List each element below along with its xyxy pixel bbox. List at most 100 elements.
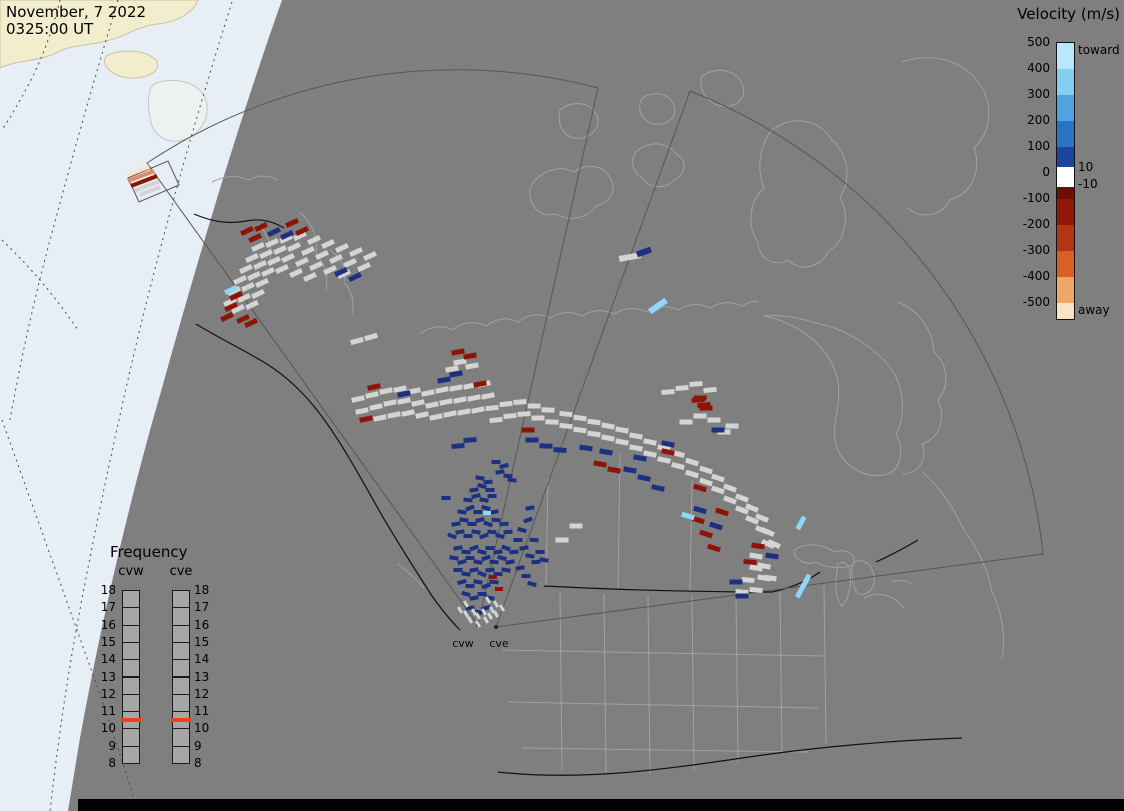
velocity-tick-label: -300: [1022, 243, 1050, 257]
frequency-cell: [122, 659, 140, 678]
fov-edge: [689, 90, 1044, 555]
frequency-tick-label-left: 18: [100, 583, 116, 597]
velocity-legend-title: Velocity (m/s): [1017, 5, 1120, 23]
graticule-line: [1, 0, 61, 131]
day-ocean: [0, 0, 282, 811]
frequency-tick-label-right: 17: [194, 600, 210, 615]
coastline-path: [397, 563, 425, 589]
borders-black: [193, 213, 963, 776]
velocity-colorbar-block: [1057, 251, 1074, 277]
coastline-path: [617, 453, 621, 589]
coastline-path: [901, 57, 990, 216]
border-path: [497, 737, 963, 776]
graticule-dotted: [1, 0, 233, 811]
frequency-tick-label-right: 14: [194, 652, 210, 667]
frequency-marker: [171, 717, 191, 722]
frequency-cell: [172, 624, 190, 643]
frequency-cell: [172, 607, 190, 626]
radar-echoes: [126, 164, 812, 628]
frequency-column-label-cvw: cvw: [118, 564, 144, 579]
coastline-path: [793, 544, 855, 569]
velocity-tick-label: 500: [1027, 35, 1050, 49]
frequency-tick-label-left: 14: [100, 652, 116, 667]
velocity-tick-label: 400: [1027, 61, 1050, 75]
coastline-path: [835, 561, 851, 607]
coastline-path: [632, 143, 685, 187]
velocity-colorbar-block: [1057, 199, 1074, 225]
coastline-path: [299, 211, 328, 291]
coastline-path: [647, 595, 651, 775]
velocity-side-label: -10: [1078, 177, 1098, 191]
frequency-tick-label-right: 9: [194, 738, 202, 753]
coastline-path: [897, 301, 947, 475]
frequency-cell: [172, 641, 190, 661]
radar-site-cve-dot: [494, 625, 498, 629]
frequency-tick-label-left: 9: [108, 738, 116, 753]
frequency-tick-label-right: 12: [194, 686, 210, 701]
frequency-cell: [172, 676, 190, 695]
frequency-tick-label-right: 18: [194, 583, 210, 597]
coastline-path: [851, 560, 875, 595]
frequency-cell: [122, 607, 140, 626]
coastline-path: [735, 593, 739, 763]
graticule-line: [49, 1, 233, 811]
fov-edge: [146, 162, 479, 626]
frequency-tick-label-left: 16: [100, 617, 116, 632]
velocity-colorbar-block: [1057, 167, 1074, 187]
frequency-tick-label-right: 16: [194, 617, 210, 632]
velocity-side-label: away: [1078, 303, 1110, 317]
frequency-bar-cvw: [122, 590, 140, 764]
timestamp-date: November, 7 2022: [6, 3, 147, 21]
coastline-path: [779, 591, 783, 755]
frequency-marker: [121, 717, 141, 722]
coastline-path: [603, 593, 607, 773]
velocity-colorbar-block: [1057, 147, 1074, 167]
velocity-colorbar-block: [1057, 187, 1074, 199]
velocity-colorbar-block: [1057, 43, 1074, 69]
coastline-path: [763, 315, 903, 476]
velocity-side-label: 10: [1078, 160, 1094, 174]
velocity-tick-label: -400: [1022, 269, 1050, 283]
frequency-legend-title: Frequency: [110, 543, 188, 561]
velocity-side-label: toward: [1078, 43, 1120, 57]
border-path: [875, 539, 919, 563]
frequency-tick-label-left: 11: [100, 704, 116, 719]
velocity-tick-label: -500: [1022, 295, 1050, 309]
velocity-colorbar-block: [1057, 121, 1074, 147]
velocity-tick-label: 300: [1027, 87, 1050, 101]
coastline-path: [689, 479, 693, 591]
frequency-tick-label-right: 15: [194, 634, 210, 649]
timestamp: November, 7 2022 0325:00 UT: [6, 3, 147, 39]
frequency-tick-label-left: 10: [100, 721, 116, 736]
velocity-colorbar-block: [1057, 277, 1074, 303]
coastline-path: [891, 579, 913, 585]
frequency-cell: [122, 624, 140, 643]
frequency-cell: [172, 659, 190, 678]
velocity-colorbar: [1056, 42, 1075, 320]
frequency-cell: [122, 676, 140, 695]
graticule-line: [1, 239, 79, 331]
coastline-path: [823, 585, 827, 745]
border-path: [195, 323, 461, 631]
frequency-tick-label-right: 8: [194, 756, 202, 770]
bottom-frame-bar: [78, 799, 1124, 811]
velocity-colorbar-block: [1057, 303, 1074, 319]
border-path: [543, 571, 821, 593]
velocity-tick-label: 100: [1027, 139, 1050, 153]
coastline-path: [521, 747, 809, 753]
frequency-tick-label-left: 15: [100, 634, 116, 649]
graticule-line: [9, 0, 119, 421]
coastline-path: [419, 301, 759, 335]
coastline-path: [750, 120, 848, 268]
frequency-tick-label-left: 8: [108, 756, 116, 770]
frequency-cell: [172, 745, 190, 764]
coastline-path: [529, 165, 614, 219]
coastline-path: [691, 595, 695, 771]
fov-edge: [495, 90, 691, 628]
radar-site-label-cvw: cvw: [452, 637, 474, 650]
coastline-path: [700, 69, 744, 107]
coastline-path: [558, 103, 599, 139]
velocity-tick-label: -100: [1022, 191, 1050, 205]
